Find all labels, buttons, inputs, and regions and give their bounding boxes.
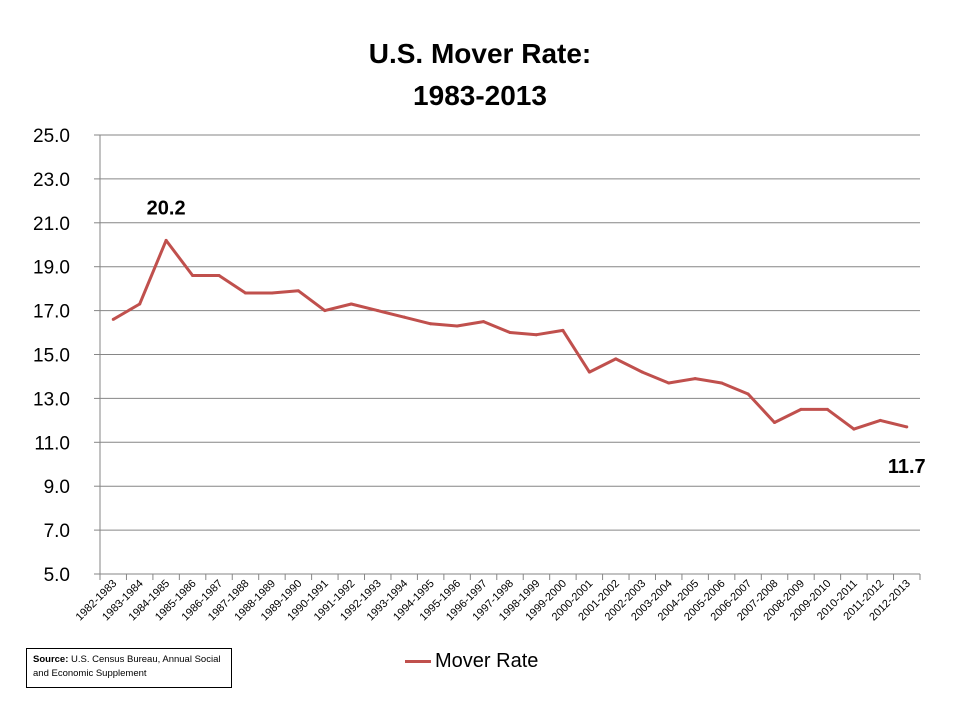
source-label: Source: bbox=[33, 654, 69, 665]
y-tick-label: 15.0 bbox=[33, 346, 70, 367]
data-point bbox=[111, 317, 115, 321]
data-label: 11.7 bbox=[888, 456, 926, 478]
y-tick-label: 23.0 bbox=[33, 170, 70, 191]
y-tick-label: 19.0 bbox=[33, 258, 70, 279]
chart-title-line-1: U.S. Mover Rate: bbox=[368, 38, 592, 69]
data-point bbox=[693, 377, 697, 381]
data-point bbox=[217, 273, 221, 277]
chart-legend: Mover Rate bbox=[405, 648, 538, 674]
legend-line-swatch bbox=[405, 659, 431, 663]
data-point bbox=[164, 238, 168, 242]
data-point bbox=[323, 309, 327, 313]
y-tick-label: 9.0 bbox=[44, 477, 70, 498]
source-note: Source: U.S. Census Bureau, Annual Socia… bbox=[26, 648, 232, 688]
data-point bbox=[482, 320, 486, 324]
data-point bbox=[720, 381, 724, 385]
data-point bbox=[429, 322, 433, 326]
data-point bbox=[878, 418, 882, 422]
data-point bbox=[799, 407, 803, 411]
data-point bbox=[296, 289, 300, 293]
data-point bbox=[349, 302, 353, 306]
data-point bbox=[587, 370, 591, 374]
data-point bbox=[534, 333, 538, 337]
data-point bbox=[402, 315, 406, 319]
data-point bbox=[825, 407, 829, 411]
y-tick-label: 25.0 bbox=[33, 126, 70, 147]
data-point bbox=[905, 425, 909, 429]
y-tick-label: 7.0 bbox=[44, 521, 70, 542]
data-point bbox=[852, 427, 856, 431]
y-tick-label: 21.0 bbox=[33, 214, 70, 235]
chart-title-line-2: 1983-2013 bbox=[413, 80, 547, 111]
data-point bbox=[746, 392, 750, 396]
legend-label: Mover Rate bbox=[435, 650, 539, 672]
data-point bbox=[561, 328, 565, 332]
series-line-mover-rate bbox=[112, 238, 908, 431]
data-point bbox=[614, 357, 618, 361]
data-point bbox=[640, 370, 644, 374]
data-point bbox=[243, 291, 247, 295]
data-label: 20.2 bbox=[147, 197, 186, 219]
data-point bbox=[138, 302, 142, 306]
data-point bbox=[376, 309, 380, 313]
source-text: U.S. Census Bureau, Annual Social and Ec… bbox=[33, 654, 221, 679]
y-tick-label: 11.0 bbox=[34, 433, 70, 454]
data-point bbox=[455, 324, 459, 328]
data-point bbox=[191, 273, 195, 277]
y-tick-label: 5.0 bbox=[44, 565, 70, 586]
data-point bbox=[773, 421, 777, 425]
data-point bbox=[508, 331, 512, 335]
data-point bbox=[667, 381, 671, 385]
data-point bbox=[270, 291, 274, 295]
y-tick-label: 13.0 bbox=[33, 389, 70, 410]
y-tick-label: 17.0 bbox=[33, 302, 70, 323]
